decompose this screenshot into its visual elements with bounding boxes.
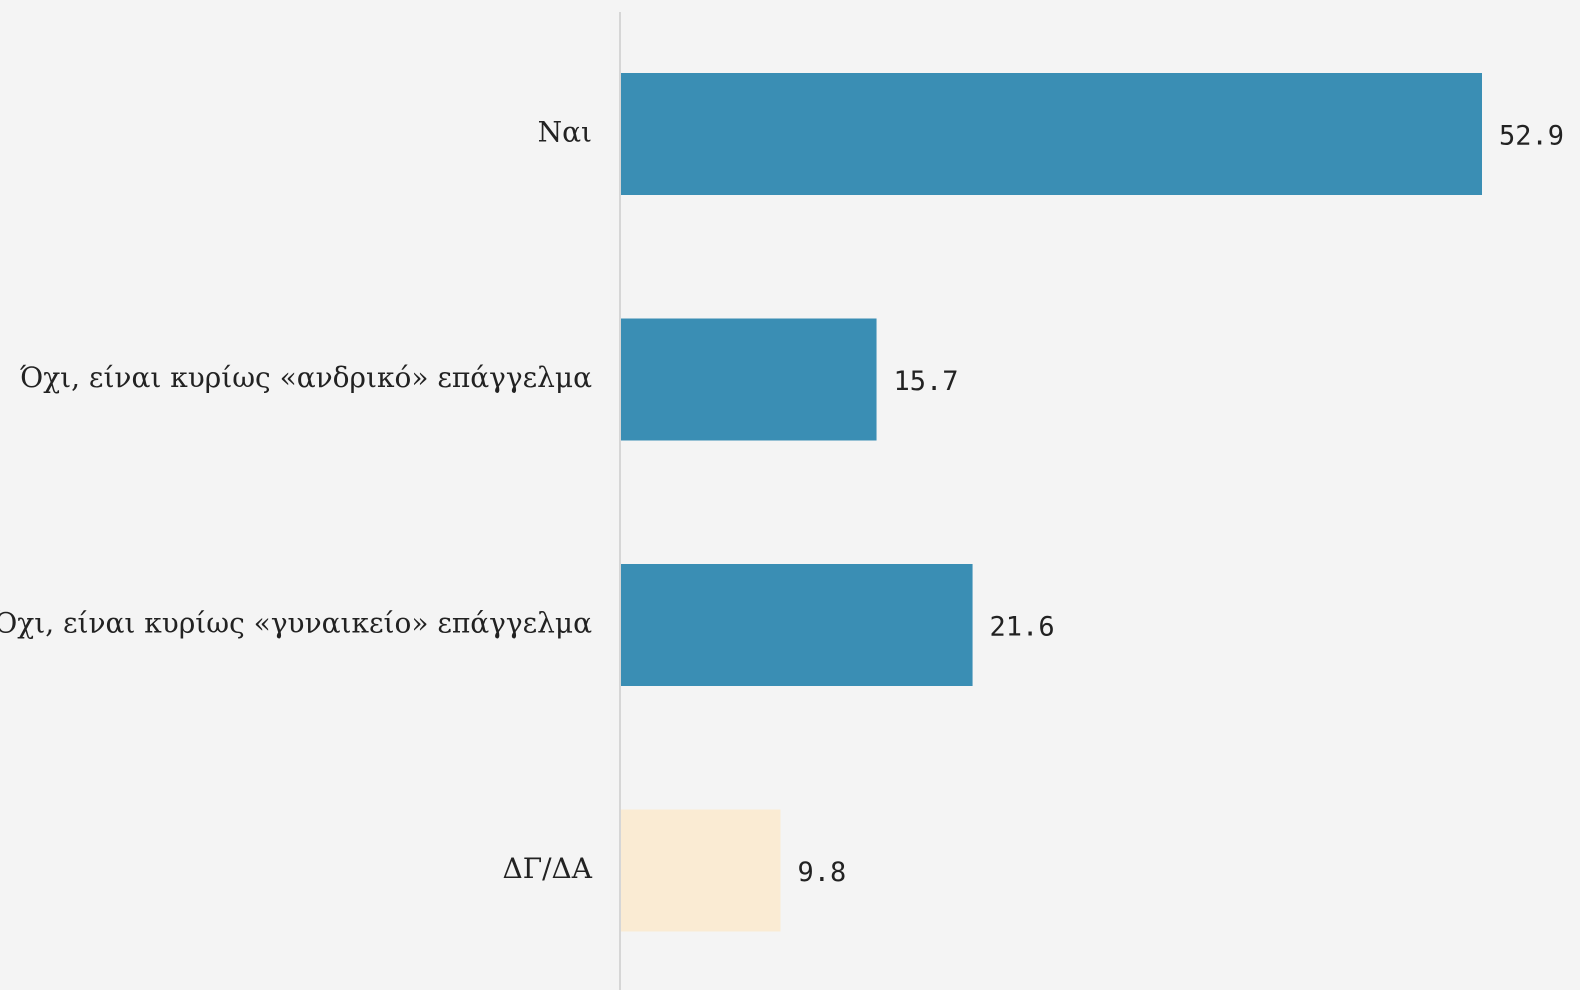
bar [621,564,973,686]
category-label: ΔΓ/ΔΑ [502,852,592,885]
bar [621,73,1482,195]
category-label: Ναι [538,116,592,149]
bars-group: Ναι 52.9 Όχι, είναι κυρίως «ανδρικό» επάγγ… [0,73,1564,932]
bar [621,809,781,932]
value-label: 21.6 [990,612,1055,643]
category-label: Όχι, είναι κυρίως «γυναικείο» επάγγελμα [0,607,592,640]
value-label: 9.8 [798,857,847,888]
category-label: Όχι, είναι κυρίως «ανδρικό» επάγγελμα [20,361,592,394]
value-label: 15.7 [894,366,959,397]
bar [621,318,877,441]
value-label: 52.9 [1499,121,1564,152]
